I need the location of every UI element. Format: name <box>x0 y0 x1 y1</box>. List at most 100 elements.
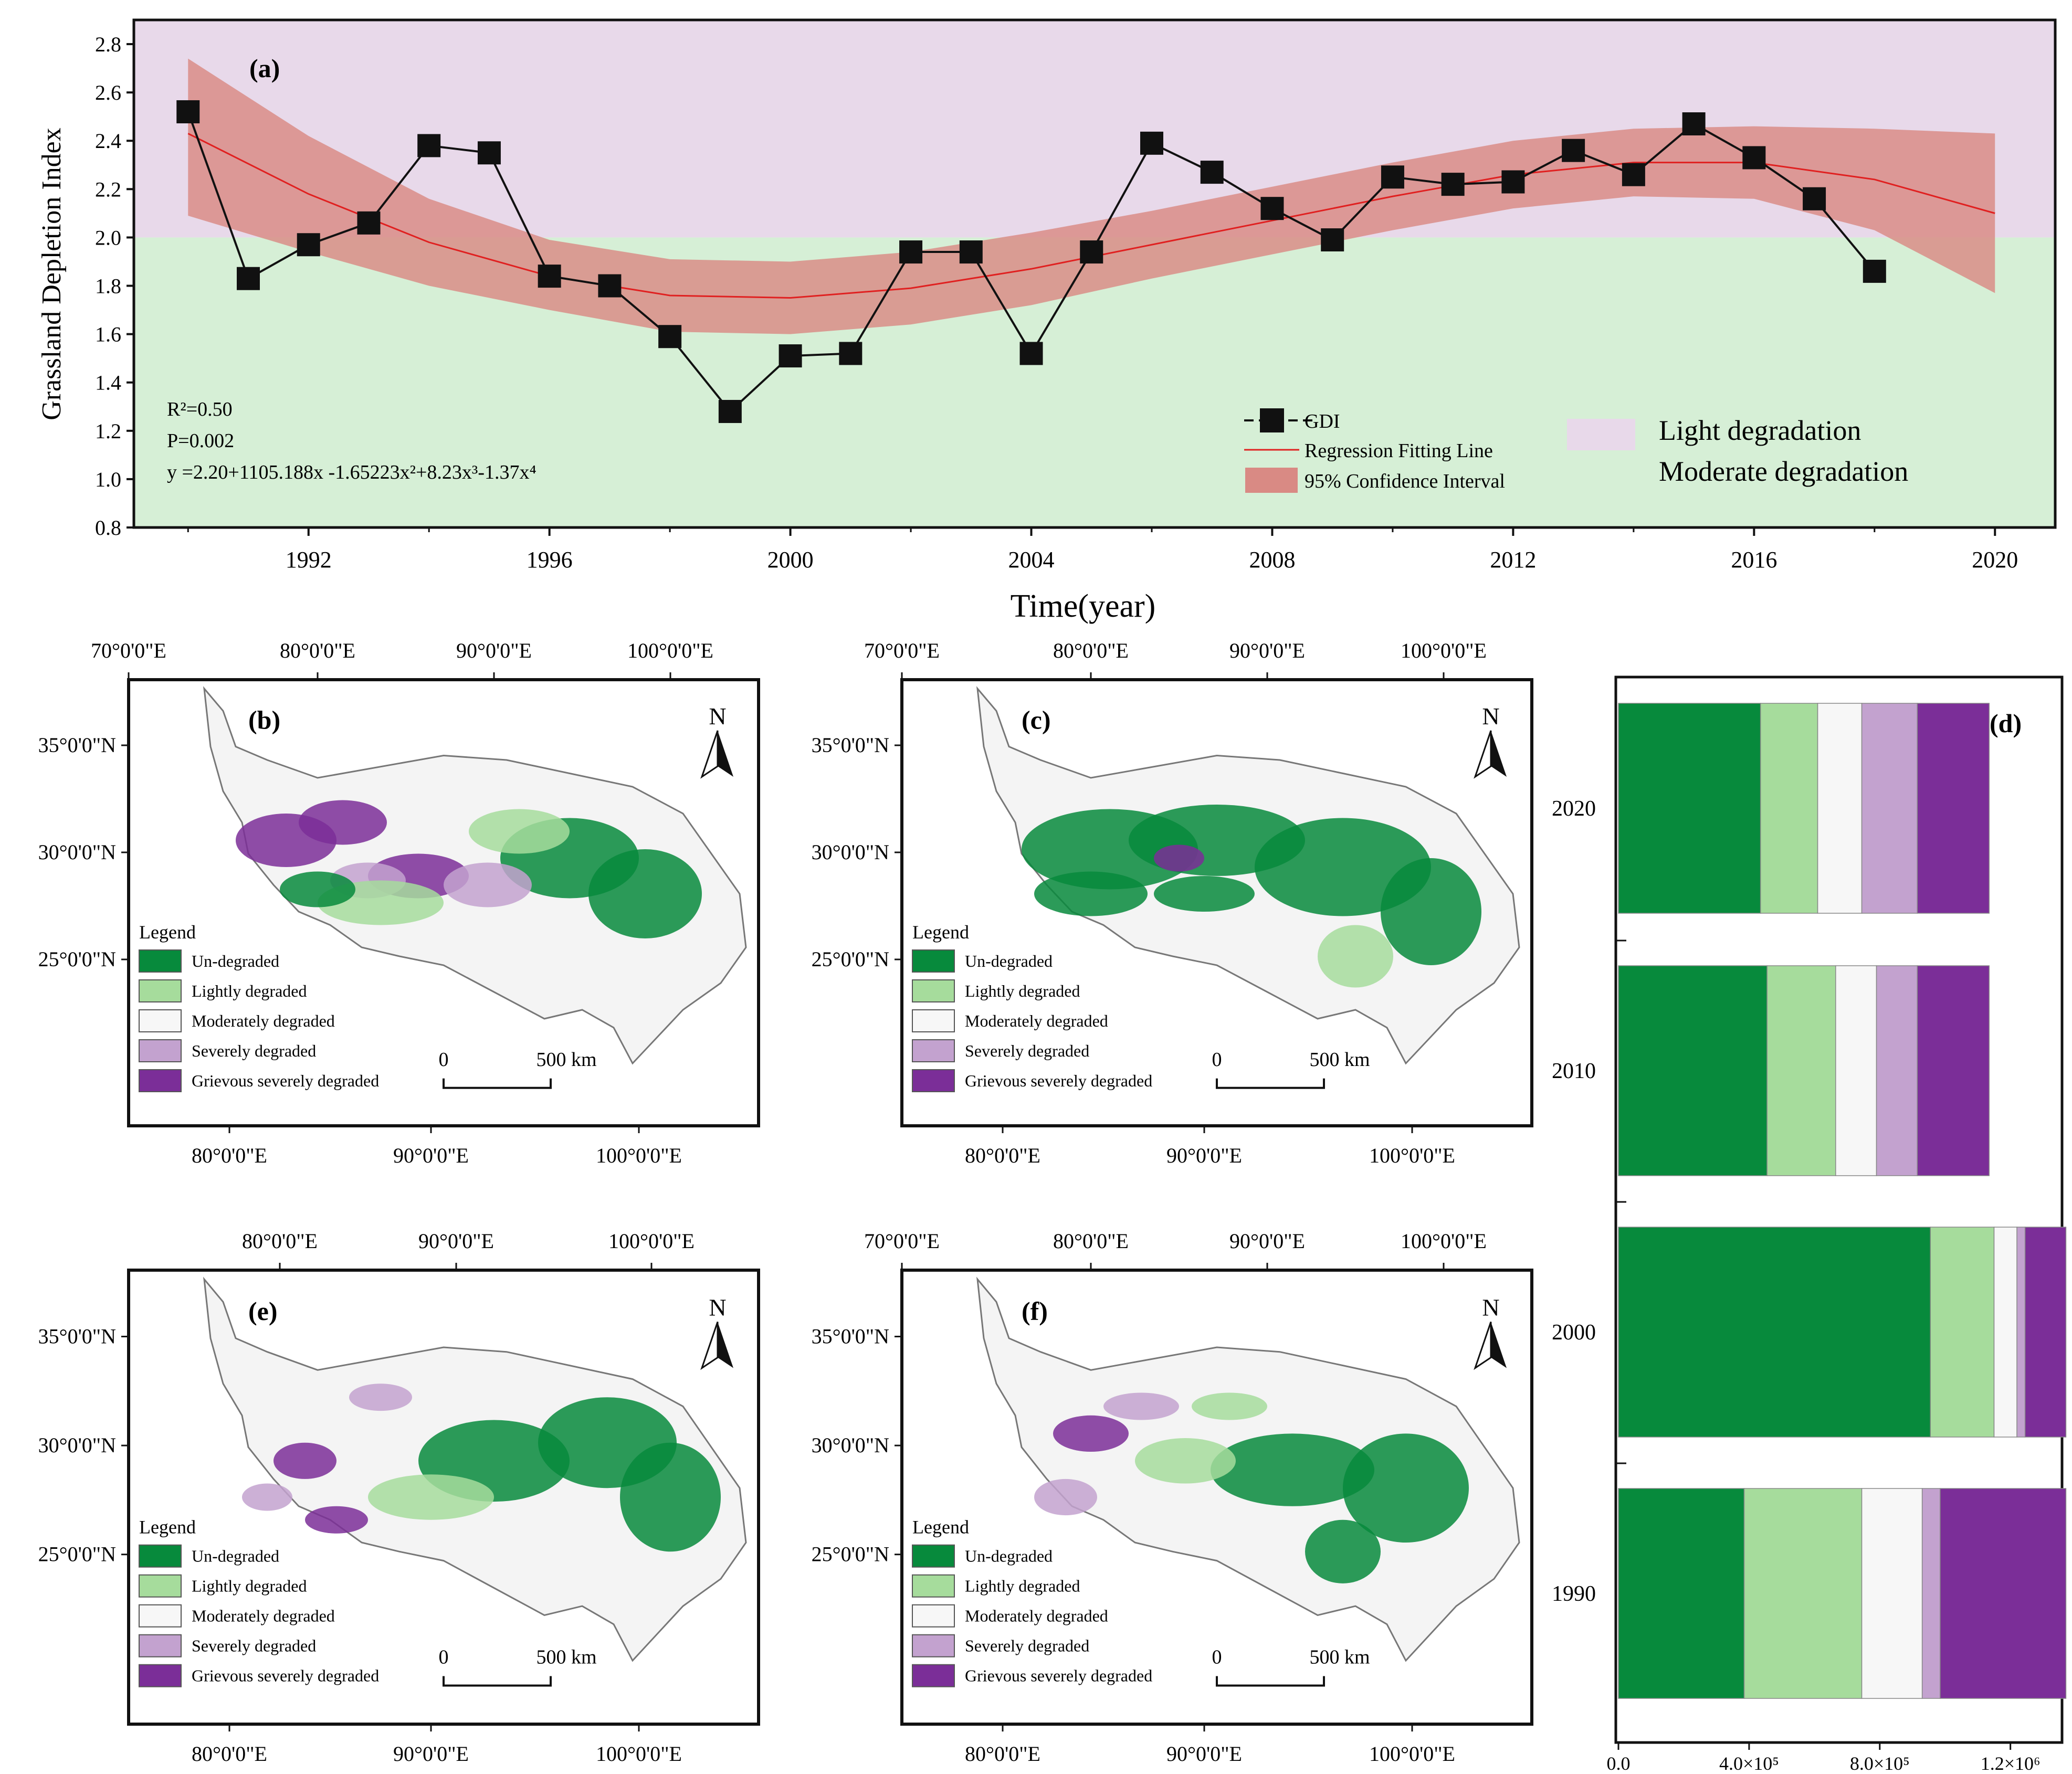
degradation-patch <box>1034 871 1148 916</box>
gdi-point <box>718 399 742 423</box>
degradation-patch <box>1053 1415 1129 1452</box>
bottom-tick-label: 100°0'0"E <box>596 1742 682 1766</box>
x-tick-label: 2020 <box>1972 547 2018 573</box>
legend-ci-label: 95% Confidence Interval <box>1305 470 1505 492</box>
north-label: N <box>709 1294 726 1321</box>
gdi-point <box>598 274 622 298</box>
map-legend-label: Severely degraded <box>965 1636 1089 1655</box>
bar-segment <box>1930 1227 1995 1438</box>
bar-segment <box>1940 1488 2067 1699</box>
map-panel-label: (f) <box>1022 1296 1048 1326</box>
bar-segment <box>1835 965 1877 1176</box>
bar-segment <box>1743 1488 1863 1699</box>
degradation-patch <box>242 1483 292 1511</box>
bar-segment <box>1917 965 1990 1176</box>
degradation-patch <box>1305 1519 1381 1583</box>
map-panel-label: (c) <box>1022 705 1051 735</box>
scale-start-label: 0 <box>1212 1049 1222 1071</box>
top-tick-label: 90°0'0"E <box>1229 1229 1305 1253</box>
scale-start-label: 0 <box>439 1049 449 1071</box>
gdi-point <box>1562 139 1585 162</box>
map-legend-label: Grievous severely degraded <box>192 1666 379 1685</box>
gdi-point <box>959 240 983 264</box>
map-legend-swatch <box>912 1604 955 1628</box>
degradation-patch <box>280 871 355 907</box>
degradation-patch <box>368 1474 494 1520</box>
left-tick-label: 30°0'0"N <box>38 1433 116 1457</box>
degradation-patch <box>349 1384 412 1411</box>
left-tick-label: 30°0'0"N <box>812 1433 889 1457</box>
map-legend-swatch <box>139 1069 182 1092</box>
gdi-point <box>1742 146 1766 170</box>
bar-segment <box>1618 965 1768 1176</box>
bar-x-tick-label: 8.0×10⁵ <box>1850 1753 1910 1774</box>
map-legend-swatch <box>139 1009 182 1032</box>
left-tick-label: 25°0'0"N <box>38 947 116 971</box>
bar-category-label: 2010 <box>1552 1059 1596 1083</box>
gdi-point <box>176 100 200 123</box>
bottom-tick-label: 100°0'0"E <box>1369 1742 1455 1766</box>
legend-light-label: Light degradation <box>1659 415 1861 446</box>
bar-category-label: 2000 <box>1552 1321 1596 1345</box>
degradation-patch <box>620 1442 721 1552</box>
y-tick-label: 2.8 <box>95 33 121 56</box>
map-legend-label: Lightly degraded <box>192 1577 307 1596</box>
bar-x-axis-ticks: 0.0 4.0×10⁵ 8.0×10⁵ 1.2×10⁶ <box>1607 1743 2041 1774</box>
y-tick-label: 2.4 <box>95 129 121 153</box>
top-tick-label: 100°0'0"E <box>1401 1229 1487 1253</box>
map-legend-label: Grievous severely degraded <box>192 1071 379 1090</box>
north-label: N <box>1482 1294 1499 1321</box>
top-tick-label: 90°0'0"E <box>456 639 532 662</box>
x-axis-label: Time(year) <box>1011 588 1156 624</box>
legend-moderate-label: Moderate degradation <box>1659 456 1908 487</box>
scale-bar <box>443 1676 552 1687</box>
legend-moderate-swatch <box>1567 459 1635 490</box>
bar-segment <box>1876 965 1918 1176</box>
bar-segment <box>2024 1227 2067 1438</box>
gdi-point <box>1501 170 1525 194</box>
bottom-tick-label: 80°0'0"E <box>192 1144 267 1167</box>
map-legend-label: Severely degraded <box>965 1041 1089 1060</box>
y-tick-label: 2.0 <box>95 226 121 249</box>
map-legend-title: Legend <box>139 1517 196 1538</box>
bar-category-label: 1990 <box>1552 1582 1596 1606</box>
degradation-patch <box>444 862 532 907</box>
left-tick-label: 25°0'0"N <box>38 1543 116 1566</box>
left-tick-label: 25°0'0"N <box>812 1543 889 1566</box>
regression-equation: y =2.20+1105.188x -1.65223x²+8.23x³-1.37… <box>167 461 537 483</box>
map-legend-label: Severely degraded <box>192 1636 316 1655</box>
north-label: N <box>1482 703 1499 730</box>
confidence-interval-area <box>188 58 1995 334</box>
x-tick-label: 1992 <box>286 547 332 573</box>
gdi-point <box>1080 240 1103 264</box>
map-legend-label: Un-degraded <box>192 1547 279 1566</box>
map-panel-f: (f) N Legend Un-degraded Lightly degraded Mod… <box>812 1229 1533 1766</box>
map-legend-swatch <box>912 1544 955 1568</box>
scale-start-label: 0 <box>439 1646 449 1668</box>
map-legend-swatch <box>139 1544 182 1568</box>
bottom-tick-label: 90°0'0"E <box>1166 1144 1242 1167</box>
map-legend-swatch <box>139 1039 182 1062</box>
y-tick-label: 1.6 <box>95 323 121 346</box>
scale-end-label: 500 km <box>1309 1646 1370 1668</box>
y-tick-label: 0.8 <box>95 516 121 540</box>
gdi-point <box>297 233 320 257</box>
map-legend-label: Un-degraded <box>192 952 279 970</box>
gdi-point <box>1321 228 1344 252</box>
bar-segment <box>1861 1488 1923 1699</box>
map-panel-b: (b) N Legend Un-degraded Lightly degraded Mod… <box>38 639 760 1167</box>
p-value-text: P=0.002 <box>167 430 234 452</box>
y-tick-label: 1.2 <box>95 419 121 443</box>
map-legend-swatch <box>912 1634 955 1657</box>
panel-label-a: (a) <box>249 54 280 83</box>
degradation-patch <box>1103 1392 1179 1420</box>
bar-category-labels: 2020 2010 2000 1990 <box>1552 797 1626 1606</box>
map-panels: (b) N Legend Un-degraded Lightly degraded Mod… <box>38 639 1533 1766</box>
scale-end-label: 500 km <box>1309 1049 1370 1071</box>
stacked-bars <box>1618 703 2067 1699</box>
bar-category-label: 2020 <box>1552 797 1596 821</box>
gdi-point <box>1140 131 1163 155</box>
legend-ci-swatch <box>1245 468 1298 493</box>
map-legend-title: Legend <box>912 1517 969 1538</box>
top-tick-label: 90°0'0"E <box>418 1229 494 1253</box>
